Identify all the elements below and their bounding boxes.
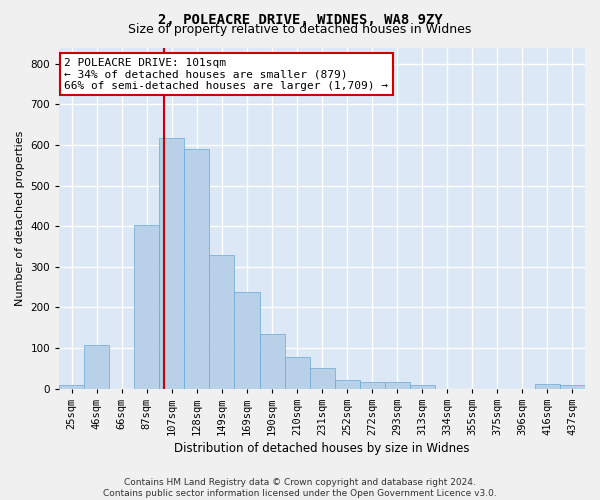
Text: Size of property relative to detached houses in Widnes: Size of property relative to detached ho… xyxy=(128,22,472,36)
Bar xyxy=(284,357,310,388)
Bar xyxy=(160,138,184,388)
Bar xyxy=(335,380,359,388)
Bar xyxy=(84,345,109,389)
Bar xyxy=(310,368,335,388)
Text: Contains HM Land Registry data © Crown copyright and database right 2024.
Contai: Contains HM Land Registry data © Crown c… xyxy=(103,478,497,498)
Bar xyxy=(535,384,560,388)
Text: 2, POLEACRE DRIVE, WIDNES, WA8 9ZY: 2, POLEACRE DRIVE, WIDNES, WA8 9ZY xyxy=(158,12,442,26)
X-axis label: Distribution of detached houses by size in Widnes: Distribution of detached houses by size … xyxy=(175,442,470,455)
Bar xyxy=(260,334,284,388)
Bar xyxy=(59,386,84,388)
Bar xyxy=(560,386,585,388)
Bar xyxy=(134,225,160,388)
Bar xyxy=(235,292,260,388)
Bar xyxy=(209,254,235,388)
Y-axis label: Number of detached properties: Number of detached properties xyxy=(15,130,25,306)
Bar xyxy=(385,382,410,388)
Text: 2 POLEACRE DRIVE: 101sqm
← 34% of detached houses are smaller (879)
66% of semi-: 2 POLEACRE DRIVE: 101sqm ← 34% of detach… xyxy=(64,58,388,91)
Bar xyxy=(359,382,385,388)
Bar xyxy=(184,148,209,388)
Bar xyxy=(410,386,435,388)
